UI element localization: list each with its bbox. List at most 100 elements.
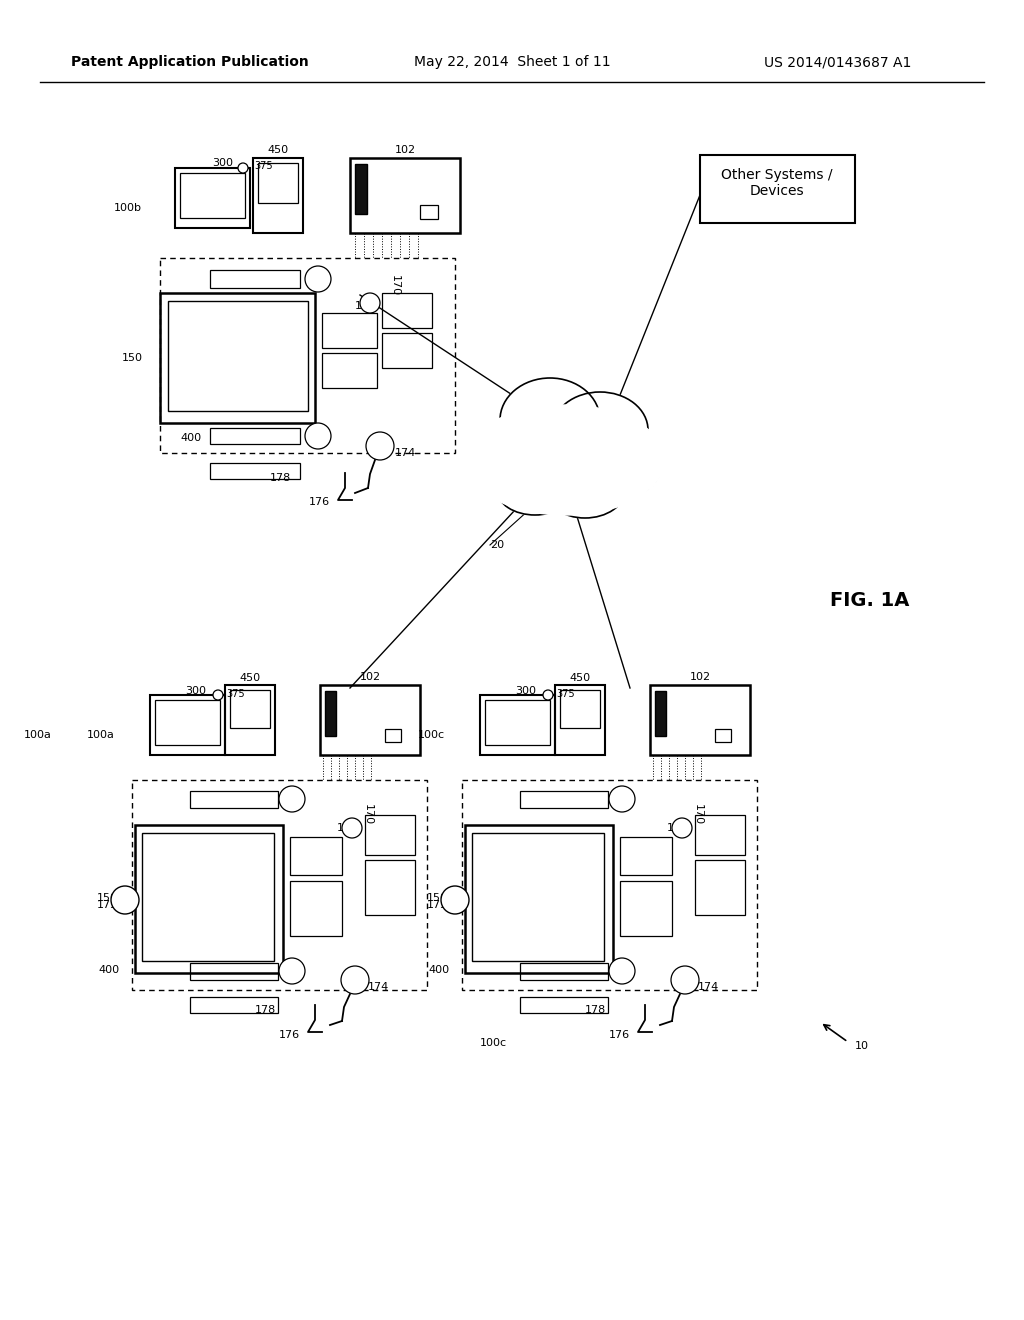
Bar <box>190 964 278 979</box>
Circle shape <box>238 162 248 173</box>
Text: 176: 176 <box>609 1030 630 1040</box>
Text: 172: 172 <box>354 301 376 312</box>
Text: 170: 170 <box>390 276 400 297</box>
Circle shape <box>609 958 635 983</box>
Text: 176: 176 <box>309 498 330 507</box>
Text: 172: 172 <box>337 822 358 833</box>
Text: 174: 174 <box>698 982 719 993</box>
Bar <box>465 825 613 973</box>
Circle shape <box>672 818 692 838</box>
Bar <box>253 158 303 234</box>
Text: Internet: Internet <box>535 453 595 467</box>
Bar <box>560 690 600 729</box>
Text: 175: 175 <box>97 900 118 909</box>
Bar <box>175 168 250 228</box>
Bar <box>168 301 308 411</box>
Text: 375: 375 <box>254 161 272 172</box>
Text: 176: 176 <box>279 1030 300 1040</box>
Text: 100c: 100c <box>418 730 445 741</box>
Text: 450: 450 <box>267 145 289 154</box>
Text: 150: 150 <box>427 894 449 903</box>
Text: 100c: 100c <box>480 1038 507 1048</box>
Bar <box>520 997 608 1012</box>
Bar <box>325 690 336 737</box>
Text: FIG. 1A: FIG. 1A <box>830 590 909 610</box>
Text: 100a: 100a <box>25 730 52 741</box>
Text: 300: 300 <box>515 686 536 696</box>
Ellipse shape <box>497 465 573 515</box>
Text: 150: 150 <box>122 352 143 363</box>
Bar <box>472 833 604 961</box>
Bar <box>180 173 245 218</box>
Text: US 2014/0143687 A1: US 2014/0143687 A1 <box>764 55 911 69</box>
Bar <box>150 696 225 755</box>
Text: 100a: 100a <box>87 730 115 741</box>
Bar <box>160 257 455 453</box>
Ellipse shape <box>545 462 625 517</box>
Text: 102: 102 <box>394 145 416 154</box>
Text: 20: 20 <box>490 540 504 550</box>
Text: 178: 178 <box>269 473 291 483</box>
Bar <box>322 352 377 388</box>
Bar <box>142 833 274 961</box>
Text: 102: 102 <box>359 672 381 682</box>
Circle shape <box>671 966 699 994</box>
Circle shape <box>213 690 223 700</box>
Text: Other Systems /
Devices: Other Systems / Devices <box>721 168 833 198</box>
Text: May 22, 2014  Sheet 1 of 11: May 22, 2014 Sheet 1 of 11 <box>414 55 610 69</box>
Bar <box>715 729 731 742</box>
Text: 375: 375 <box>556 689 574 700</box>
Circle shape <box>305 267 331 292</box>
Text: 300: 300 <box>212 158 233 168</box>
Text: 178: 178 <box>254 1005 275 1015</box>
Bar <box>520 791 608 808</box>
Bar <box>230 690 270 729</box>
Bar <box>210 463 300 479</box>
Bar <box>355 164 367 214</box>
Ellipse shape <box>500 378 600 462</box>
Text: 174: 174 <box>395 447 416 458</box>
Text: 10: 10 <box>855 1041 869 1051</box>
Bar <box>319 685 420 755</box>
Bar <box>650 685 750 755</box>
Circle shape <box>279 785 305 812</box>
Bar <box>385 729 401 742</box>
Bar <box>190 791 278 808</box>
Bar <box>700 154 855 223</box>
Text: 174: 174 <box>368 982 389 993</box>
Bar <box>420 205 438 219</box>
Bar <box>462 780 757 990</box>
Bar <box>695 861 745 915</box>
Circle shape <box>360 293 380 313</box>
Bar <box>365 814 415 855</box>
Text: 450: 450 <box>240 673 260 682</box>
Circle shape <box>111 886 139 913</box>
Text: 102: 102 <box>689 672 711 682</box>
Ellipse shape <box>472 437 548 492</box>
Text: 400: 400 <box>99 965 120 975</box>
Bar <box>322 313 377 348</box>
Circle shape <box>441 886 469 913</box>
Bar <box>290 880 342 936</box>
Circle shape <box>543 690 553 700</box>
Text: 300: 300 <box>185 686 206 696</box>
Text: 375: 375 <box>226 689 245 700</box>
Circle shape <box>341 966 369 994</box>
Bar <box>160 293 315 422</box>
Circle shape <box>305 422 331 449</box>
Bar <box>485 700 550 744</box>
Circle shape <box>279 958 305 983</box>
Bar <box>210 428 300 444</box>
Text: 175: 175 <box>427 900 449 909</box>
Ellipse shape <box>465 405 665 515</box>
Bar <box>225 685 275 755</box>
Bar <box>350 158 460 234</box>
Bar <box>520 964 608 979</box>
Bar <box>620 880 672 936</box>
Circle shape <box>609 785 635 812</box>
Bar <box>155 700 220 744</box>
Circle shape <box>342 818 362 838</box>
Ellipse shape <box>590 440 660 496</box>
Text: 100b: 100b <box>114 203 142 213</box>
Bar <box>555 685 605 755</box>
